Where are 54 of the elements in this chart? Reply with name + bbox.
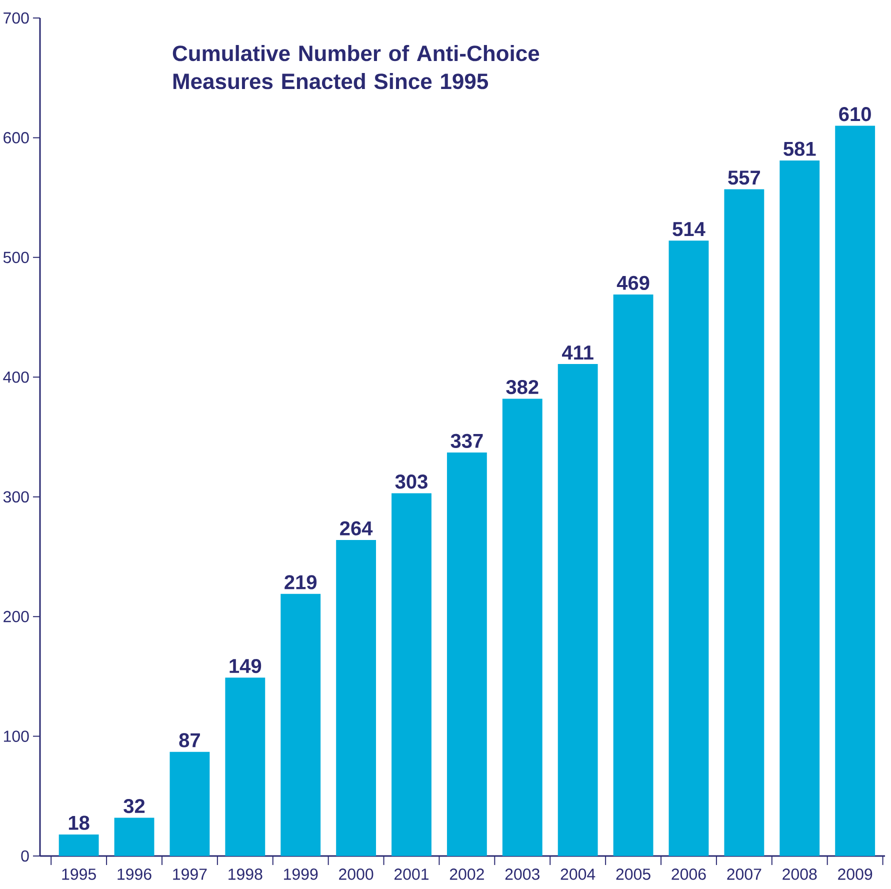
x-tick-label: 2004 bbox=[560, 868, 596, 880]
data-label: 303 bbox=[395, 474, 428, 489]
x-tick-label: 2000 bbox=[339, 868, 374, 880]
x-tick-label: 1998 bbox=[228, 868, 262, 880]
x-tick-label: 2007 bbox=[727, 868, 762, 880]
data-label: 514 bbox=[672, 222, 706, 236]
data-label: 411 bbox=[562, 346, 594, 360]
data-label: 149 bbox=[230, 658, 262, 674]
x-tick-label: 2005 bbox=[616, 868, 650, 880]
data-label: 581 bbox=[784, 142, 816, 156]
data-label: 382 bbox=[506, 380, 538, 394]
x-tick-label: 2001 bbox=[394, 868, 428, 880]
y-tick-label: 0 bbox=[21, 850, 29, 862]
bar bbox=[835, 126, 876, 856]
bar bbox=[668, 240, 709, 856]
x-tick-label: 2006 bbox=[672, 868, 706, 880]
x-tick-label: 2008 bbox=[782, 868, 817, 880]
bar bbox=[502, 398, 542, 856]
bar bbox=[780, 160, 820, 856]
data-label: 219 bbox=[284, 575, 317, 590]
bar bbox=[392, 493, 432, 856]
x-tick-label: 2002 bbox=[450, 868, 484, 880]
bar bbox=[170, 752, 210, 856]
bar bbox=[613, 294, 654, 856]
y-tick-label: 300 bbox=[3, 491, 29, 503]
bar bbox=[446, 452, 487, 856]
y-tick-label: 200 bbox=[4, 610, 29, 622]
text: Cumulative Number of Anti-Choice Measures Enacted Since 1995 bbox=[172, 44, 540, 90]
x-tick-label: 1995 bbox=[62, 868, 96, 880]
x-tick-label: 2003 bbox=[505, 868, 540, 880]
y-tick-label: 400 bbox=[3, 371, 29, 383]
y-tick-label: 700 bbox=[4, 12, 29, 24]
x-tick-label: 2009 bbox=[838, 868, 872, 880]
bar bbox=[114, 818, 154, 856]
data-label: 264 bbox=[340, 521, 373, 536]
y-tick-label: 100 bbox=[4, 730, 29, 742]
y-tick-label: 600 bbox=[4, 132, 29, 144]
bar bbox=[336, 540, 376, 856]
x-tick-label: 1999 bbox=[284, 868, 318, 880]
data-label: 557 bbox=[728, 170, 760, 185]
x-tick-label: 1997 bbox=[173, 868, 207, 880]
data-label: 337 bbox=[450, 434, 483, 448]
data-label: 610 bbox=[839, 107, 871, 122]
data-label: 87 bbox=[179, 733, 200, 748]
bar bbox=[724, 189, 764, 856]
data-label: 469 bbox=[616, 276, 650, 290]
bar bbox=[558, 364, 598, 856]
x-tick-label: 1996 bbox=[118, 868, 152, 880]
data-label: 18 bbox=[68, 816, 90, 830]
bar bbox=[58, 834, 99, 856]
bar bbox=[280, 594, 321, 856]
y-tick-label: 500 bbox=[3, 252, 29, 264]
bar bbox=[225, 678, 266, 856]
data-label: 32 bbox=[124, 798, 145, 814]
